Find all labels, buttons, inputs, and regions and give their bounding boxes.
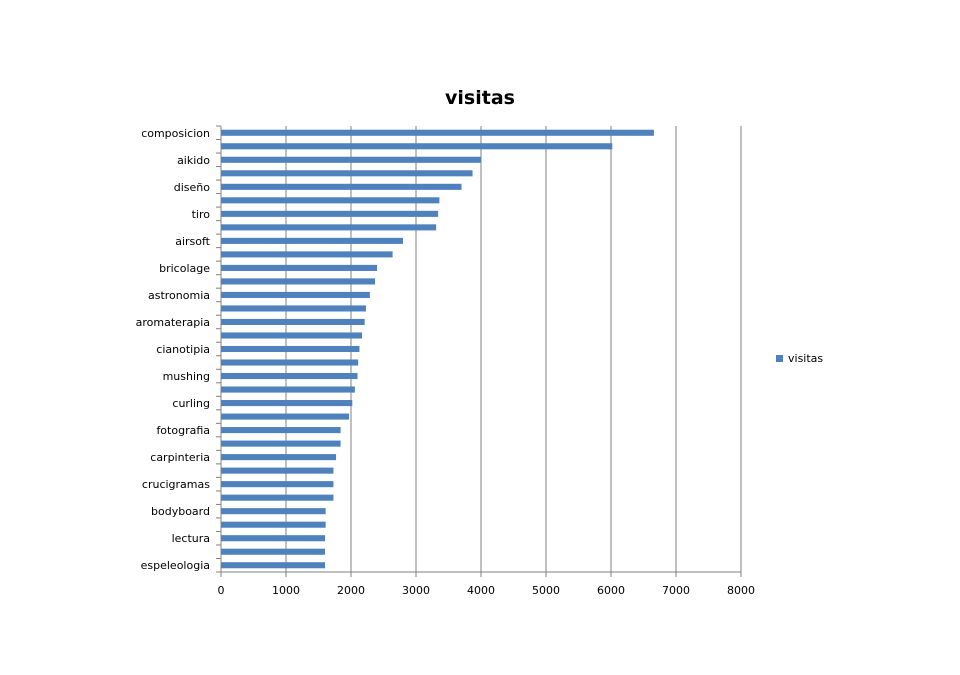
bar <box>221 427 341 434</box>
category-label: carpinteria <box>150 451 210 464</box>
chart-title: visitas <box>445 87 515 109</box>
bar <box>221 400 353 407</box>
bar <box>221 481 334 488</box>
bar <box>221 143 613 150</box>
bar <box>221 359 359 366</box>
x-tick-label: 0 <box>218 584 225 597</box>
bar <box>221 386 355 393</box>
x-tick-label: 6000 <box>597 584 625 597</box>
category-labels: composicion aikido diseño tiro airsoft bricol… <box>136 127 211 572</box>
category-label: crucigramas <box>142 478 210 491</box>
x-tick-label: 1000 <box>272 584 300 597</box>
bar <box>221 210 439 217</box>
x-tick-label: 8000 <box>727 584 755 597</box>
axes <box>216 125 741 573</box>
bar <box>221 305 366 312</box>
category-label: aikido <box>177 154 210 167</box>
category-label: aromaterapia <box>136 316 210 329</box>
bar <box>221 548 325 555</box>
x-tick-label: 4000 <box>467 584 495 597</box>
bar <box>221 440 341 447</box>
bar <box>221 345 360 353</box>
bar <box>221 264 377 271</box>
bar <box>221 521 326 528</box>
bar <box>221 318 365 326</box>
category-label: tiro <box>192 208 211 221</box>
bar <box>221 237 403 244</box>
bar <box>221 562 325 569</box>
category-label: cianotipia <box>156 343 210 356</box>
bar <box>221 332 363 339</box>
category-label: mushing <box>163 370 210 383</box>
x-tick-label: 3000 <box>402 584 430 597</box>
bar <box>221 454 337 461</box>
bar <box>221 170 473 177</box>
bar <box>221 224 437 231</box>
legend-label: visitas <box>788 352 823 365</box>
bar <box>221 291 370 298</box>
bar <box>221 197 440 204</box>
bar <box>221 183 462 190</box>
category-label: diseño <box>174 181 211 194</box>
category-label: composicion <box>141 127 210 140</box>
bar <box>221 508 326 515</box>
x-tick-label: 7000 <box>662 584 690 597</box>
bar <box>221 156 481 163</box>
bar <box>221 494 334 501</box>
bars <box>221 129 654 569</box>
bar <box>221 251 393 258</box>
category-label: airsoft <box>175 235 210 248</box>
category-label: curling <box>172 397 210 410</box>
bar <box>221 278 376 285</box>
bar <box>221 535 325 542</box>
bar <box>221 372 358 380</box>
category-label: lectura <box>172 532 210 545</box>
category-label: bricolage <box>159 262 210 275</box>
category-label: espeleologia <box>141 559 210 572</box>
bar <box>221 413 350 420</box>
category-label: astronomia <box>148 289 210 302</box>
legend-swatch <box>776 355 783 362</box>
category-label: fotografia <box>156 424 210 437</box>
legend: visitas <box>776 352 823 365</box>
x-tick-label: 2000 <box>337 584 365 597</box>
tick-labels: 0 1000 2000 3000 4000 5000 6000 7000 8000 <box>218 584 756 597</box>
bar <box>221 467 334 474</box>
x-tick-label: 5000 <box>532 584 560 597</box>
bar <box>221 129 654 136</box>
category-label: bodyboard <box>151 505 210 518</box>
